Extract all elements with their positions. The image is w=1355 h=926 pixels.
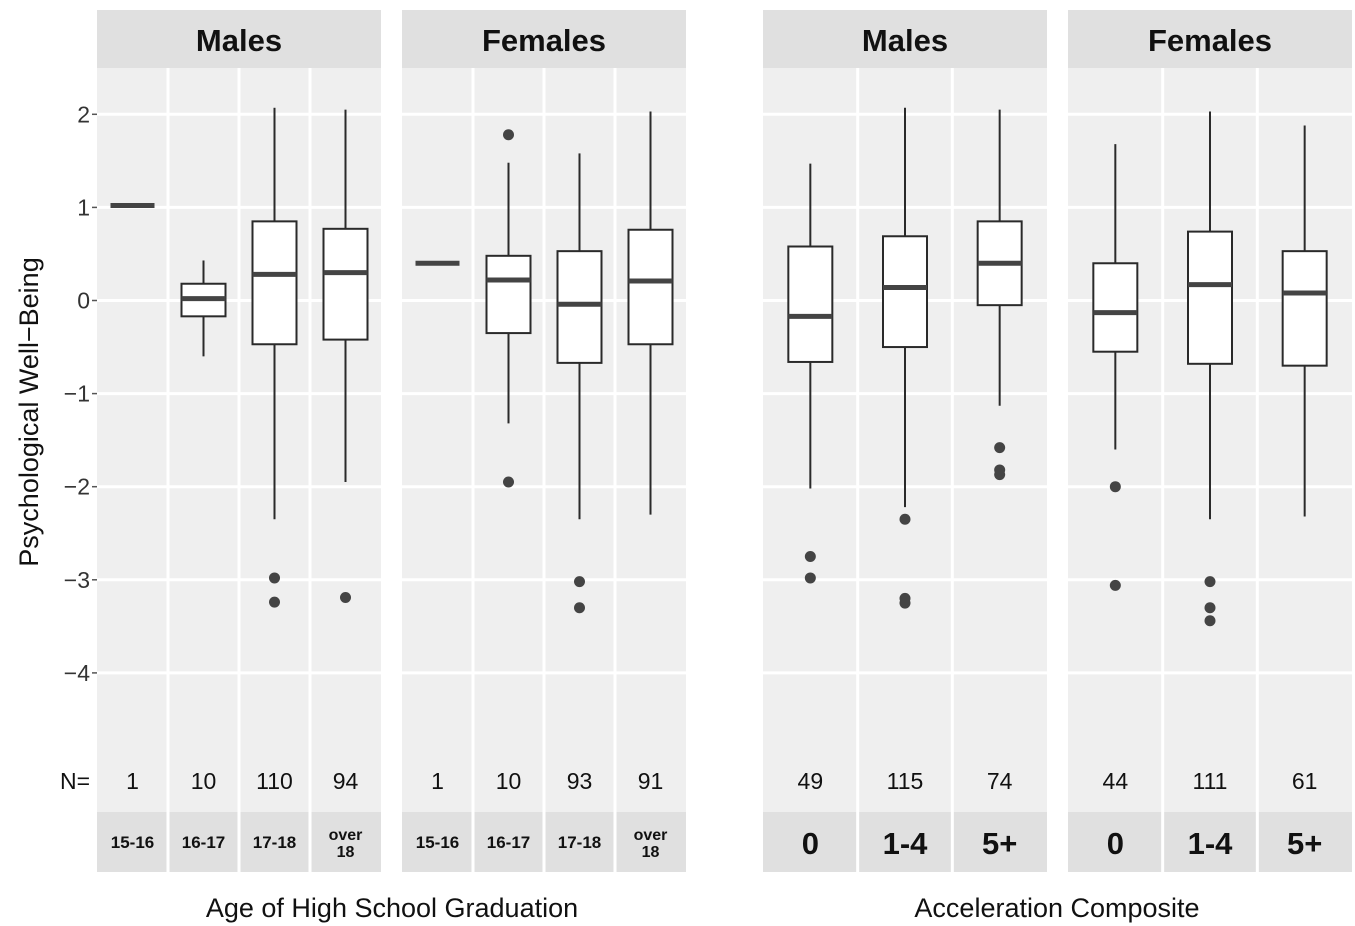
chart1-panel1-outlier-point: [1204, 602, 1216, 614]
chart0-panel0-outlier-point: [340, 591, 351, 603]
chart1-panel0-outlier-point: [899, 597, 911, 609]
y-tick-label: −4: [64, 660, 90, 686]
chart0-panel0-outlier-point: [269, 572, 280, 584]
x-axis-title-left: Age of High School Graduation: [206, 893, 578, 923]
chart1-panel1-n-count: 61: [1292, 768, 1318, 794]
chart1-panel0-strip-label: Males: [862, 23, 948, 58]
chart1-panel1-n-count: 111: [1193, 768, 1228, 794]
y-tick-label: 0: [77, 288, 90, 314]
chart1-panel1-box: [1092, 262, 1139, 353]
chart1-panel1-strip: [1068, 10, 1352, 68]
chart1-panel0-strip: [763, 10, 1047, 68]
chart1-panel1-box: [1281, 250, 1328, 367]
chart0-panel1-outlier-point: [503, 476, 514, 488]
x-axis-title-right: Acceleration Composite: [914, 893, 1199, 923]
chart0-panel0-strip-label: Males: [196, 23, 282, 58]
chart1-panel0-outlier-point: [994, 442, 1006, 454]
y-tick-label: −1: [64, 381, 90, 407]
chart0-panel0-category-label: 16-17: [182, 833, 225, 852]
chart0-panel0-n-count: 94: [333, 768, 359, 794]
chart0-panel1-category-label: 15-16: [416, 833, 459, 852]
chart0-panel1-n-count: 93: [567, 768, 593, 794]
y-tick-label: 1: [77, 194, 90, 220]
y-tick-label: 2: [77, 101, 90, 127]
chart1-panel1-outlier-point: [1204, 576, 1216, 588]
chart0-panel0-category-label: 15-16: [111, 833, 154, 852]
chart1-panel1-box: [1187, 230, 1233, 365]
chart0-panel0-category-label: 17-18: [253, 833, 296, 852]
chart0-panel1-category-label: 16-17: [487, 833, 530, 852]
chart1-panel1-outlier-point: [1109, 579, 1121, 591]
chart1-panel1-n-count: 44: [1103, 768, 1129, 794]
chart0-panel1-category-label: over 18: [634, 827, 668, 861]
chart0-panel0-box: [322, 227, 369, 341]
chart0-panel0-box: [251, 220, 298, 346]
y-axis-title: Psychological Well−Being: [14, 257, 44, 566]
chart0-panel1-n-count: 1: [431, 768, 444, 794]
chart0-panel1-outlier-point: [574, 602, 585, 614]
chart1-panel0-outlier-point: [994, 469, 1006, 481]
chart1-panel0-outlier-point: [899, 513, 911, 525]
y-tick-label: −2: [64, 474, 90, 500]
chart0-panel0-n-count: 110: [256, 768, 293, 794]
chart0-panel1-category-label: 17-18: [558, 833, 601, 852]
chart0-panel0-n-count: 1: [126, 768, 139, 794]
chart0-panel1-n-count: 91: [638, 768, 664, 794]
chart1-panel0-box: [882, 235, 928, 349]
chart1-panel1-category-label: 5+: [1287, 826, 1322, 861]
chart1-panel1-category-label: 0: [1107, 826, 1124, 861]
chart1-panel0-category-label: 0: [802, 826, 819, 861]
chart0-panel1-box: [627, 228, 674, 346]
chart1-panel0-n-count: 115: [887, 768, 924, 794]
chart0-panel0-category-label: over 18: [329, 827, 363, 861]
chart1-panel1-strip-label: Females: [1148, 23, 1272, 58]
chart0-panel0-strip: [97, 10, 381, 68]
chart1-panel1-outlier-point: [1204, 615, 1216, 627]
chart0-panel1-n-count: 10: [496, 768, 522, 794]
chart0-panel1-strip-label: Females: [482, 23, 606, 58]
chart1-panel0-n-count: 74: [987, 768, 1013, 794]
n-prefix-label: N=: [60, 768, 90, 794]
chart1-panel0-category-label: 1-4: [883, 826, 929, 861]
chart0-panel1-outlier-point: [503, 129, 514, 141]
chart1-panel0-category-strip: [763, 812, 1047, 872]
chart1-panel1-category-label: 1-4: [1188, 826, 1234, 861]
chart0-panel1-box: [556, 250, 603, 364]
chart1-panel0-outlier-point: [804, 572, 816, 584]
chart1-panel0-box: [787, 245, 834, 363]
chart1-panel1-category-strip: [1068, 812, 1352, 872]
chart0-panel0-n-count: 10: [191, 768, 217, 794]
chart0-panel1-box: [485, 254, 532, 335]
chart1-panel0-outlier-point: [804, 551, 816, 563]
chart1-panel0-n-count: 49: [798, 768, 824, 794]
chart1-panel0-category-label: 5+: [982, 826, 1017, 861]
chart1-panel1-outlier-point: [1109, 481, 1121, 493]
chart0-panel1-strip: [402, 10, 686, 68]
chart0-panel1-outlier-point: [574, 576, 585, 588]
y-tick-label: −3: [64, 567, 90, 593]
chart0-panel0-outlier-point: [269, 596, 280, 608]
